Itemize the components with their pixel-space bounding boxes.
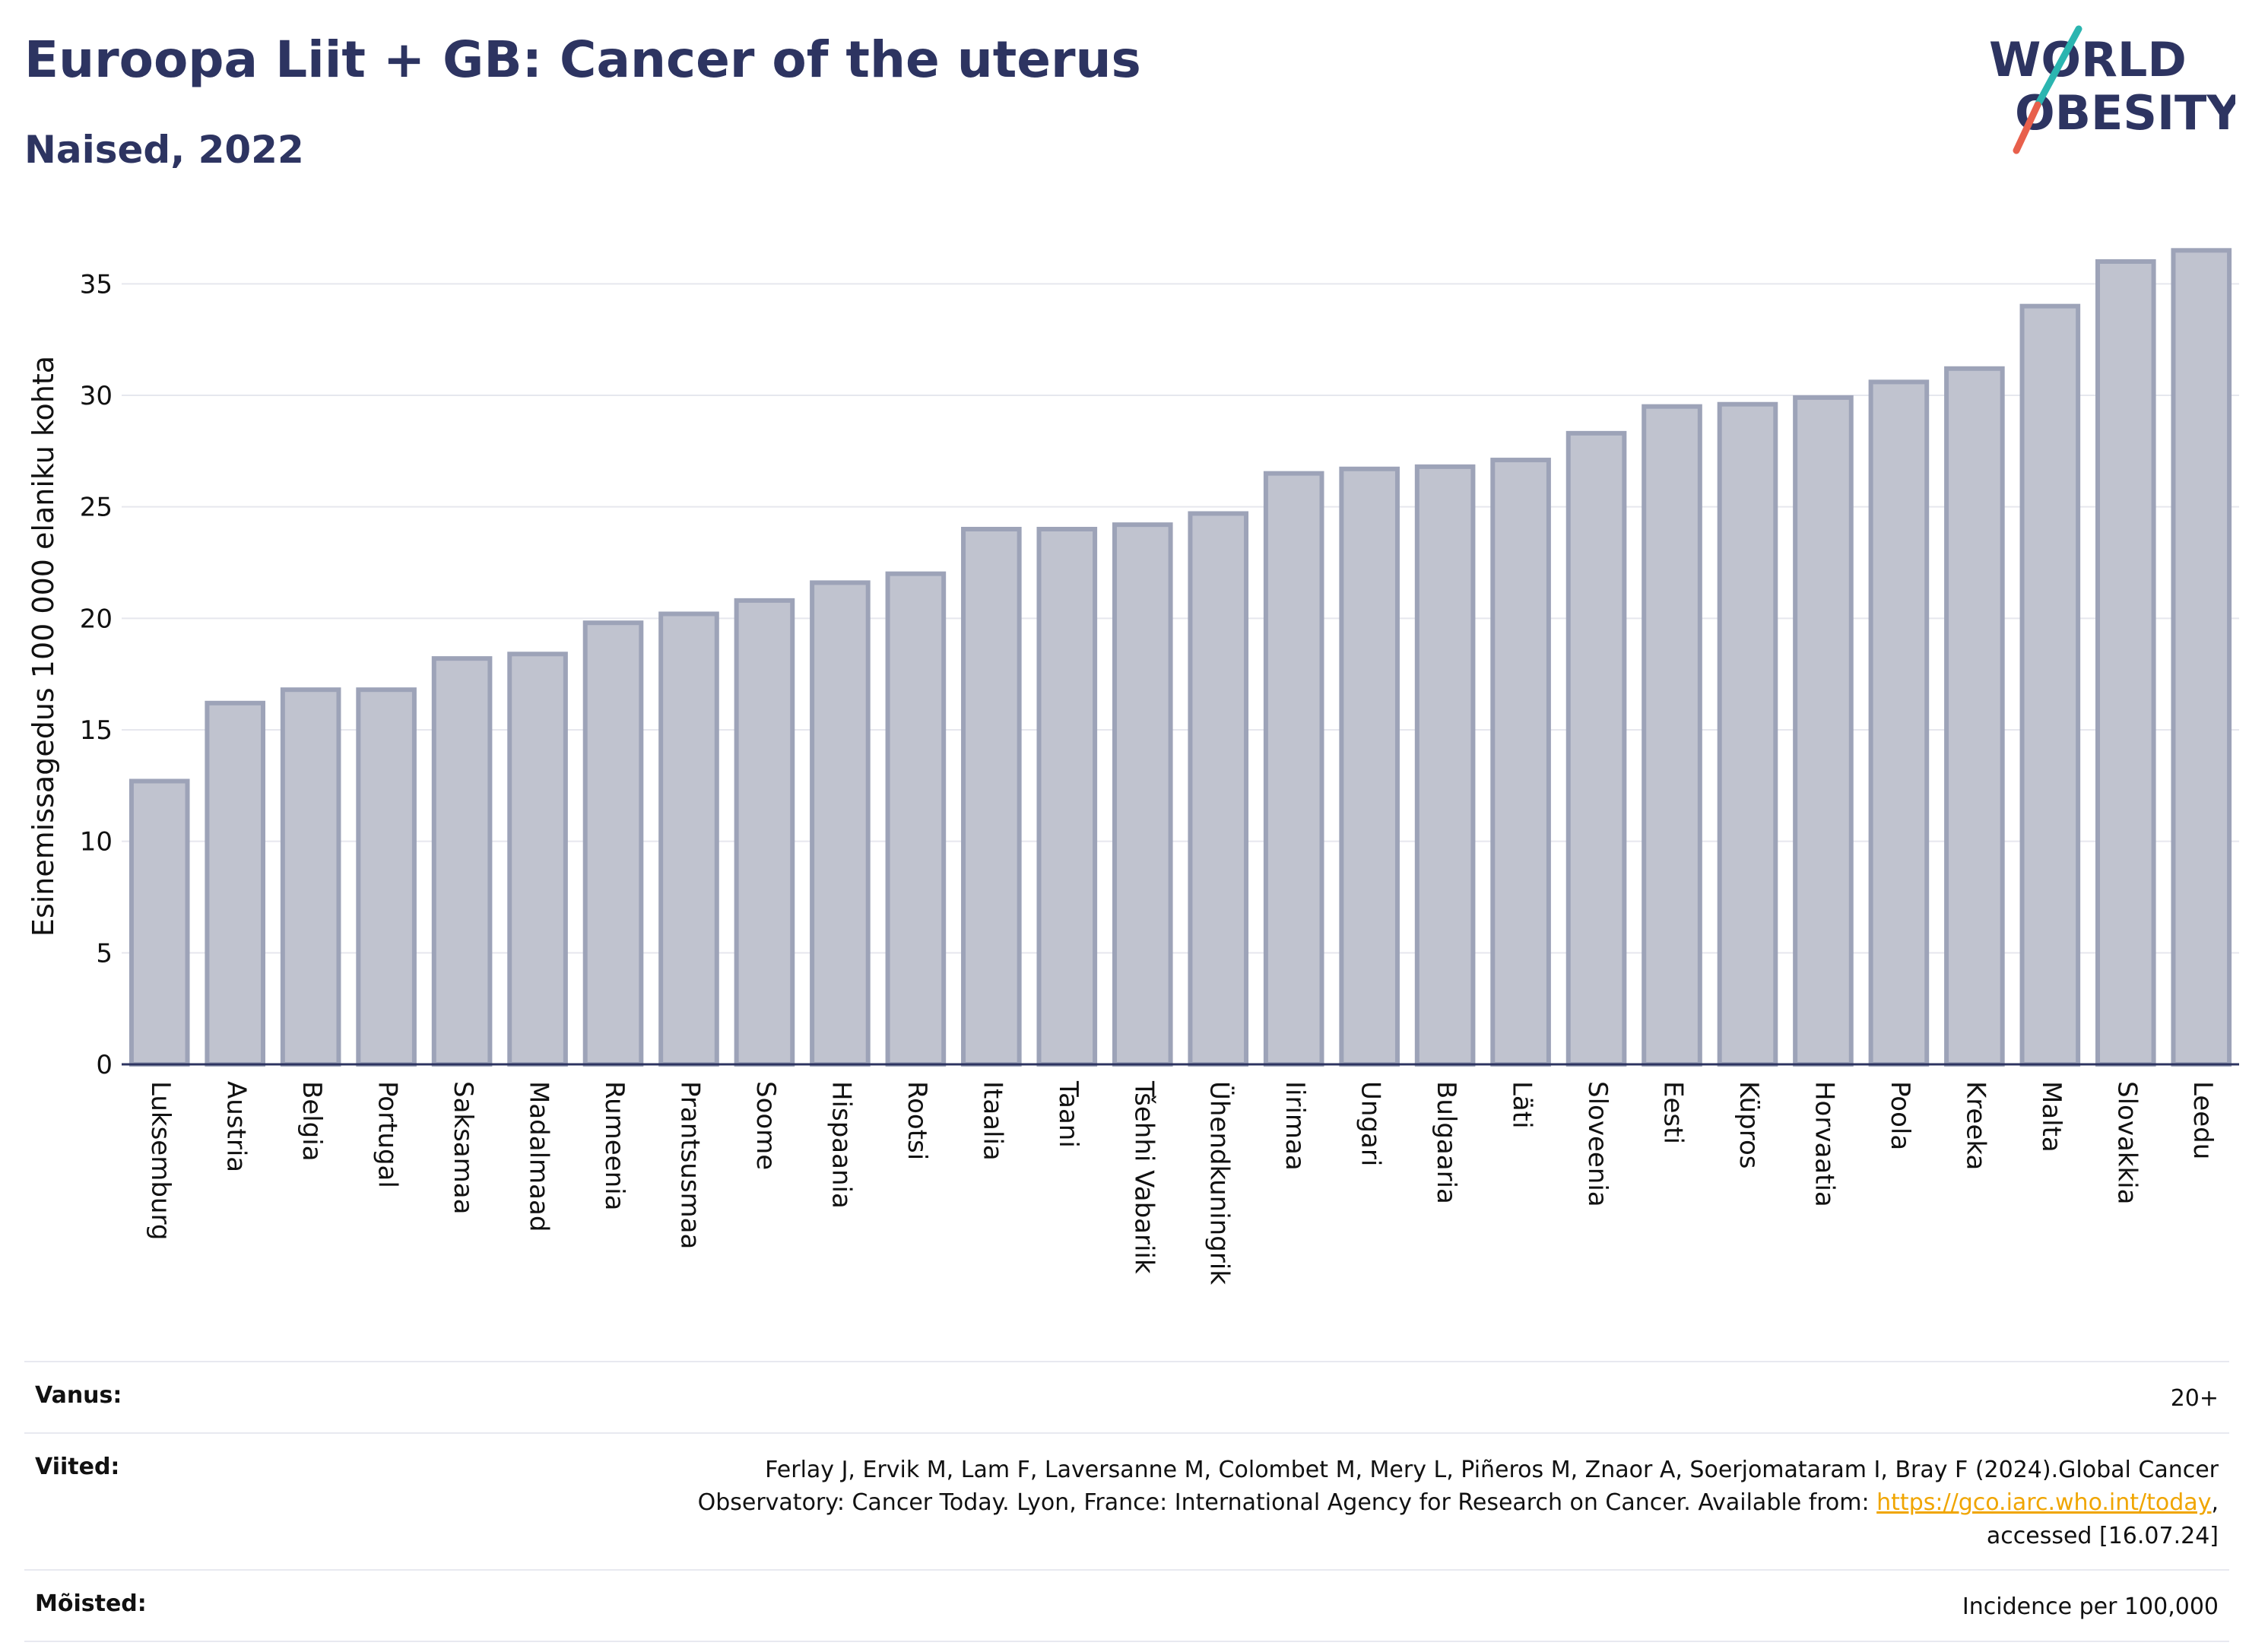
references-link[interactable]: https://gco.iarc.who.int/today [1876, 1489, 2212, 1516]
info-row-age: Vanus: 20+ [24, 1361, 2229, 1432]
age-label: Vanus: [35, 1382, 122, 1409]
y-tick-label-15: 15 [80, 715, 113, 746]
bar-26 [2095, 259, 2156, 1067]
info-row-definitions: Mõisted: Incidence per 100,000 [24, 1569, 2229, 1642]
x-tick-label-6: Rumeenia [599, 1081, 630, 1210]
bar-4 [431, 656, 493, 1067]
bar-5 [507, 652, 568, 1067]
bar-15 [1263, 471, 1324, 1067]
bar-6 [582, 620, 644, 1067]
y-tick-label-0: 0 [96, 1050, 113, 1080]
x-tick-label-7: Prantsusmaa [674, 1081, 705, 1249]
bar-8 [734, 598, 795, 1067]
x-tick-label-14: Ühendkuningrik [1204, 1081, 1236, 1285]
age-value: 20+ [2170, 1385, 2219, 1412]
definitions-label: Mõisted: [35, 1590, 147, 1617]
bar-27 [2171, 248, 2232, 1067]
chart-subtitle: Naised, 2022 [24, 128, 304, 172]
bar-24 [1944, 366, 2005, 1067]
x-tick-label-10: Rootsi [902, 1081, 932, 1160]
bar-1 [205, 700, 265, 1067]
bar-9 [810, 580, 871, 1067]
bar-19 [1565, 430, 1627, 1067]
bar-16 [1339, 466, 1400, 1067]
logo-slash-teal [2034, 25, 2082, 109]
references-line-3: accessed [16.07.24] [1986, 1522, 2219, 1549]
x-tick-label-19: Sloveenia [1582, 1081, 1613, 1207]
x-tick-label-17: Bulgaaria [1431, 1081, 1461, 1204]
y-tick-label-10: 10 [80, 827, 113, 858]
bar-12 [1036, 527, 1098, 1067]
x-tick-label-16: Ungari [1356, 1081, 1386, 1166]
bar-14 [1188, 511, 1249, 1067]
bar-23 [1868, 379, 1930, 1067]
references-comma: , [2211, 1489, 2219, 1516]
x-tick-label-8: Soome [750, 1081, 781, 1170]
y-tick-label-5: 5 [96, 938, 113, 969]
bar-11 [961, 527, 1022, 1067]
bar-10 [885, 571, 947, 1067]
logo-text-obesity: OBESITY [2015, 85, 2235, 141]
x-tick-label-15: Iirimaa [1280, 1081, 1310, 1171]
x-tick-label-26: Slovakkia [2111, 1081, 2142, 1204]
bar-18 [1490, 458, 1551, 1067]
bar-7 [658, 611, 719, 1067]
logo-slash-coral [2013, 101, 2041, 154]
x-tick-label-13: Tšehhi Vabariik [1128, 1080, 1159, 1274]
x-tick-label-18: Läti [1507, 1081, 1537, 1129]
x-tick-label-2: Belgia [297, 1081, 327, 1162]
x-tick-label-22: Horvaatia [1809, 1081, 1839, 1207]
bar-20 [1642, 404, 1702, 1067]
x-tick-label-9: Hispaania [826, 1081, 856, 1209]
x-tick-label-4: Saksamaa [448, 1081, 478, 1214]
logo-text-world: WORLD [1989, 32, 2187, 87]
references-value: Ferlay J, Ervik M, Lam F, Laversanne M, … [698, 1454, 2219, 1553]
x-tick-label-25: Malta [2036, 1081, 2067, 1153]
y-tick-label-35: 35 [80, 269, 113, 300]
x-tick-label-23: Poola [1885, 1081, 1915, 1150]
x-tick-label-12: Taani [1053, 1080, 1083, 1148]
y-tick-label-25: 25 [80, 493, 113, 523]
x-tick-label-5: Madalmaad [524, 1081, 554, 1232]
x-tick-label-20: Eesti [1658, 1081, 1689, 1144]
x-tick-label-21: Küpros [1734, 1081, 1764, 1168]
bar-22 [1793, 395, 1854, 1067]
references-line-2: Observatory: Cancer Today. Lyon, France:… [697, 1489, 1877, 1516]
bar-17 [1414, 464, 1476, 1067]
bar-25 [2019, 303, 2081, 1067]
x-tick-label-27: Leedu [2187, 1081, 2218, 1159]
references-label: Viited: [35, 1453, 120, 1480]
x-tick-label-24: Kreeka [1960, 1081, 1990, 1170]
bar-21 [1717, 401, 1778, 1067]
y-tick-label-30: 30 [80, 381, 113, 411]
world-obesity-logo: WORLD OBESITY [1989, 25, 2235, 154]
bar-13 [1112, 522, 1173, 1067]
bar-chart: 0 5 10 15 20 25 30 35 Luksemburg Austria Belgia Por… [27, 248, 2239, 1285]
info-table: Vanus: 20+ Viited: Ferlay J, Ervik M, La… [24, 1361, 2229, 1642]
x-tick-label-0: Luksemburg [145, 1081, 176, 1240]
x-tick-label-3: Portugal [373, 1081, 403, 1188]
chart-title: Euroopa Liit + GB: Cancer of the uterus [24, 30, 1141, 89]
y-tick-label-20: 20 [80, 604, 113, 634]
y-axis-label: Esinemissagedus 100 000 elaniku kohta [27, 356, 60, 937]
bar-0 [128, 778, 190, 1067]
bar-3 [356, 687, 417, 1067]
definitions-value: Incidence per 100,000 [1962, 1593, 2219, 1620]
references-line-1: Ferlay J, Ervik M, Lam F, Laversanne M, … [765, 1456, 2219, 1483]
bar-2 [280, 687, 341, 1067]
info-row-references: Viited: Ferlay J, Ervik M, Lam F, Lavers… [24, 1432, 2229, 1570]
x-tick-label-11: Itaalia [977, 1081, 1007, 1161]
x-tick-label-1: Austria [221, 1081, 252, 1172]
